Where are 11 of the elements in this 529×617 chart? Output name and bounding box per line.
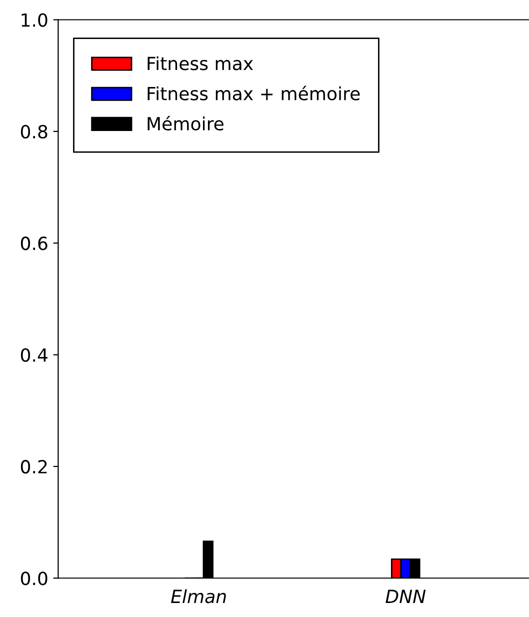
x-tick-label: Elman — [171, 589, 226, 604]
y-tick-label: 1.0 — [22, 13, 48, 27]
legend-label: Fitness max + mémoire — [148, 86, 360, 100]
x-tick-label: DNN — [386, 590, 426, 603]
y-tick-label: 0.2 — [20, 460, 47, 474]
legend-label: Fitness max — [148, 56, 253, 70]
y-tick-label: 0.0 — [20, 572, 48, 586]
legend-label: Mémoire — [148, 116, 224, 131]
y-tick-label: 0.8 — [20, 124, 48, 139]
y-tick-label: 0.6 — [20, 236, 48, 250]
y-tick-label: 0.4 — [20, 348, 48, 362]
